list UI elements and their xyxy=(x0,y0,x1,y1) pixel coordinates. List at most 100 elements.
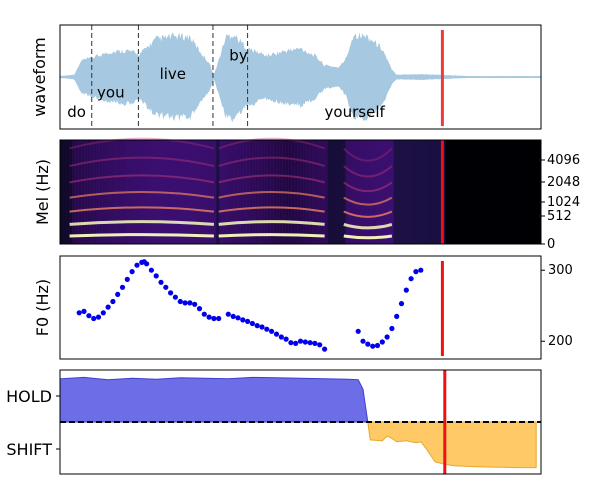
mel-column xyxy=(93,140,97,244)
mel-column xyxy=(339,140,344,244)
mel-column xyxy=(234,140,238,244)
mel-harmonic xyxy=(218,191,325,199)
f0-point xyxy=(413,269,419,275)
f0-point xyxy=(177,298,183,305)
mel-column xyxy=(348,140,353,244)
mel-harmonic xyxy=(343,222,393,230)
f0-point xyxy=(245,318,251,324)
mel-column xyxy=(246,140,250,244)
f0-point xyxy=(105,304,111,310)
mel-frame xyxy=(59,139,542,245)
f0-point xyxy=(115,291,121,297)
f0-point xyxy=(172,294,178,300)
f0-point xyxy=(163,284,169,290)
mel-column xyxy=(330,140,335,244)
mel-column xyxy=(63,140,67,244)
mel-column xyxy=(372,140,377,244)
mel-column xyxy=(426,140,431,244)
f0-frame xyxy=(59,255,542,360)
mel-column xyxy=(375,140,380,244)
mel-column xyxy=(69,140,73,244)
turn-ytick-label-hold: HOLD xyxy=(6,387,52,406)
mel-column xyxy=(399,140,404,244)
f0-point xyxy=(119,284,126,290)
mel-column xyxy=(201,140,205,244)
f0-point xyxy=(129,269,135,275)
mel-column xyxy=(102,140,106,244)
mel-column xyxy=(96,140,100,244)
mel-column xyxy=(384,140,389,244)
f0-point xyxy=(124,276,130,282)
mel-harmonic xyxy=(218,206,325,213)
f0-points xyxy=(76,259,424,352)
f0-point xyxy=(360,338,366,344)
mel-column xyxy=(237,140,241,244)
mel-column xyxy=(396,140,401,244)
mel-column xyxy=(417,140,422,244)
mel-column xyxy=(321,140,326,244)
mel-column xyxy=(195,140,199,244)
f0-point xyxy=(374,342,381,349)
f0-point xyxy=(110,298,116,305)
hold-area xyxy=(59,376,369,423)
waveform-ylabel: waveform xyxy=(30,37,49,117)
mel-harmonic xyxy=(69,191,215,199)
f0-point xyxy=(240,317,246,323)
f0-point xyxy=(418,267,424,273)
mel-column xyxy=(180,140,184,244)
mel-ytick-label-0: 0 xyxy=(547,237,555,252)
mel-harmonic xyxy=(69,233,214,238)
mel-spectrogram xyxy=(60,137,446,244)
f0-point xyxy=(302,339,308,345)
waveform-area xyxy=(60,32,541,123)
mel-column xyxy=(393,140,398,244)
mel-column xyxy=(333,140,338,244)
mel-column xyxy=(99,140,103,244)
mel-column xyxy=(345,140,350,244)
f0-point xyxy=(206,314,212,320)
mel-column xyxy=(315,140,320,244)
mel-column xyxy=(405,140,410,244)
mel-column xyxy=(429,140,434,244)
f0-point xyxy=(225,311,231,317)
f0-point xyxy=(312,340,318,346)
mel-column xyxy=(390,140,395,244)
f0-point xyxy=(394,313,400,319)
mel-column xyxy=(435,140,440,244)
f0-point xyxy=(355,328,361,334)
f0-point xyxy=(307,340,313,346)
mel-column xyxy=(108,140,112,244)
mel-column xyxy=(222,140,226,244)
mel-harmonic xyxy=(69,206,215,213)
f0-point xyxy=(379,339,385,345)
mel-harmonic xyxy=(343,196,393,206)
mel-column xyxy=(378,140,383,244)
mel-column xyxy=(303,140,308,244)
mel-column xyxy=(327,140,332,244)
mel-column xyxy=(204,140,208,244)
mel-column xyxy=(228,140,232,244)
f0-point xyxy=(168,290,174,296)
mel-harmonic xyxy=(69,156,215,167)
mel-column xyxy=(198,140,202,244)
f0-point xyxy=(297,338,304,344)
mel-column xyxy=(105,140,109,244)
mel-column xyxy=(318,140,323,244)
f0-point xyxy=(86,313,92,319)
mel-column xyxy=(294,140,299,244)
f0-point xyxy=(81,308,87,314)
f0-point xyxy=(365,341,371,347)
mel-column xyxy=(369,140,374,244)
mel-column xyxy=(81,140,85,244)
word-label-do: do xyxy=(67,103,86,121)
waveform-frame xyxy=(59,24,542,130)
mel-harmonic xyxy=(69,174,215,184)
f0-point xyxy=(370,343,376,349)
mel-harmonic xyxy=(218,137,325,150)
mel-column xyxy=(171,140,175,244)
mel-column xyxy=(297,140,302,244)
mel-column xyxy=(423,140,428,244)
f0-point xyxy=(192,301,198,307)
mel-harmonic xyxy=(343,234,393,240)
